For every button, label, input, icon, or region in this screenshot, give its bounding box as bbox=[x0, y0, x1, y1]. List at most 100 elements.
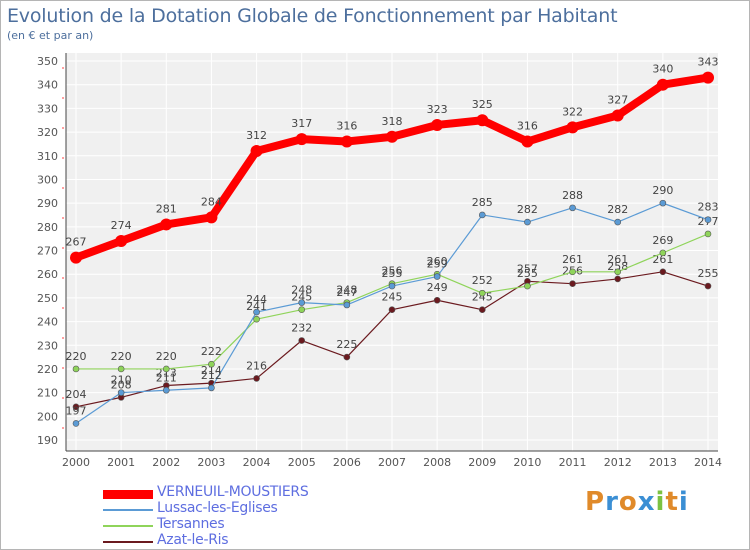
y-tick-label: 330 bbox=[37, 102, 58, 115]
data-label: 245 bbox=[472, 291, 493, 304]
data-label: 316 bbox=[517, 120, 538, 133]
data-point bbox=[115, 235, 128, 248]
data-label: 312 bbox=[246, 129, 267, 142]
data-point bbox=[433, 296, 441, 304]
logo-letter: x bbox=[637, 487, 656, 517]
data-label: 232 bbox=[291, 322, 312, 335]
logo-letter: P bbox=[585, 487, 606, 517]
legend-swatch-lussac-les-eglises bbox=[103, 509, 153, 511]
data-point bbox=[524, 282, 531, 290]
x-tick-label: 2004 bbox=[243, 456, 271, 469]
y-tick-label: 300 bbox=[37, 173, 58, 186]
data-label: 212 bbox=[201, 369, 222, 382]
data-label: 216 bbox=[246, 359, 267, 372]
data-point bbox=[611, 109, 624, 122]
data-label: 261 bbox=[607, 253, 628, 266]
data-label: 256 bbox=[382, 265, 403, 278]
data-point bbox=[521, 135, 534, 148]
data-label: 241 bbox=[246, 300, 267, 313]
data-label: 288 bbox=[562, 189, 583, 202]
x-tick-label: 2014 bbox=[694, 456, 722, 469]
y-tick-label: 190 bbox=[37, 434, 58, 447]
data-label: 252 bbox=[472, 274, 493, 287]
data-point bbox=[704, 282, 712, 290]
data-label: 282 bbox=[517, 203, 538, 216]
data-label: 261 bbox=[652, 253, 673, 266]
legend-label: Tersannes bbox=[157, 516, 225, 532]
data-label: 257 bbox=[517, 262, 538, 275]
x-tick-label: 2002 bbox=[152, 456, 180, 469]
data-point bbox=[298, 299, 306, 306]
data-label: 255 bbox=[382, 267, 403, 280]
data-label: 210 bbox=[111, 374, 132, 387]
data-point bbox=[659, 249, 667, 257]
x-tick-label: 2007 bbox=[378, 456, 406, 469]
data-label: 281 bbox=[156, 202, 177, 215]
data-label: 317 bbox=[291, 117, 312, 130]
data-point bbox=[343, 301, 351, 309]
data-point bbox=[162, 365, 170, 373]
x-tick-label: 2001 bbox=[107, 456, 135, 469]
chart-subtitle: (en € et par an) bbox=[7, 29, 94, 42]
legend-label: Azat-le-Ris bbox=[157, 532, 229, 548]
data-point bbox=[117, 365, 125, 373]
data-label: 316 bbox=[336, 120, 357, 133]
data-label: 282 bbox=[607, 203, 628, 216]
data-label: 255 bbox=[698, 267, 719, 280]
data-point bbox=[117, 389, 125, 396]
data-label: 249 bbox=[427, 281, 448, 294]
data-label: 284 bbox=[201, 195, 222, 208]
data-point bbox=[72, 420, 80, 427]
data-label: 274 bbox=[111, 219, 132, 232]
data-label: 325 bbox=[472, 98, 493, 111]
x-tick-label: 2013 bbox=[649, 456, 677, 469]
data-point bbox=[524, 218, 531, 226]
data-point bbox=[388, 282, 396, 290]
logo-letter: r bbox=[605, 487, 619, 517]
data-point bbox=[72, 365, 80, 373]
data-point bbox=[478, 289, 486, 297]
y-tick-label: 260 bbox=[37, 268, 58, 281]
data-label: 208 bbox=[111, 378, 132, 391]
y-tick-label: 320 bbox=[37, 126, 58, 139]
data-point bbox=[295, 133, 308, 146]
data-point bbox=[298, 337, 306, 344]
data-point bbox=[566, 121, 579, 134]
data-point bbox=[569, 204, 576, 212]
data-point bbox=[388, 306, 396, 314]
data-point bbox=[569, 280, 576, 287]
data-point bbox=[704, 230, 712, 238]
data-point bbox=[704, 216, 712, 224]
data-label: 213 bbox=[156, 367, 177, 380]
data-point bbox=[208, 360, 215, 368]
data-label: 197 bbox=[66, 404, 87, 417]
data-point bbox=[340, 135, 353, 148]
data-label: 255 bbox=[517, 267, 538, 280]
data-label: 283 bbox=[698, 201, 719, 214]
x-tick-label: 2008 bbox=[423, 456, 451, 469]
legend-swatch-verneuil-moustiers bbox=[103, 490, 153, 499]
proxiti-logo: Proxiti bbox=[585, 487, 689, 517]
data-point bbox=[70, 251, 82, 264]
data-point bbox=[386, 130, 398, 143]
data-point bbox=[162, 386, 170, 394]
data-point bbox=[433, 273, 441, 280]
data-point bbox=[614, 275, 622, 283]
legend-swatch-azat-le-ris bbox=[103, 541, 153, 543]
data-label: 285 bbox=[472, 196, 493, 209]
data-point bbox=[569, 268, 576, 276]
data-label: 318 bbox=[382, 115, 403, 128]
y-tick-label: 210 bbox=[37, 387, 58, 400]
y-tick-label: 340 bbox=[37, 79, 58, 92]
data-point bbox=[614, 268, 622, 276]
y-tick-label: 280 bbox=[37, 221, 58, 234]
logo-letter: i bbox=[678, 487, 689, 517]
data-point bbox=[250, 145, 263, 158]
data-point bbox=[205, 211, 218, 224]
y-tick-label: 270 bbox=[37, 245, 58, 258]
data-point bbox=[253, 315, 260, 323]
data-point bbox=[72, 403, 80, 411]
y-tick-label: 310 bbox=[37, 150, 58, 163]
data-label: 327 bbox=[607, 93, 628, 106]
